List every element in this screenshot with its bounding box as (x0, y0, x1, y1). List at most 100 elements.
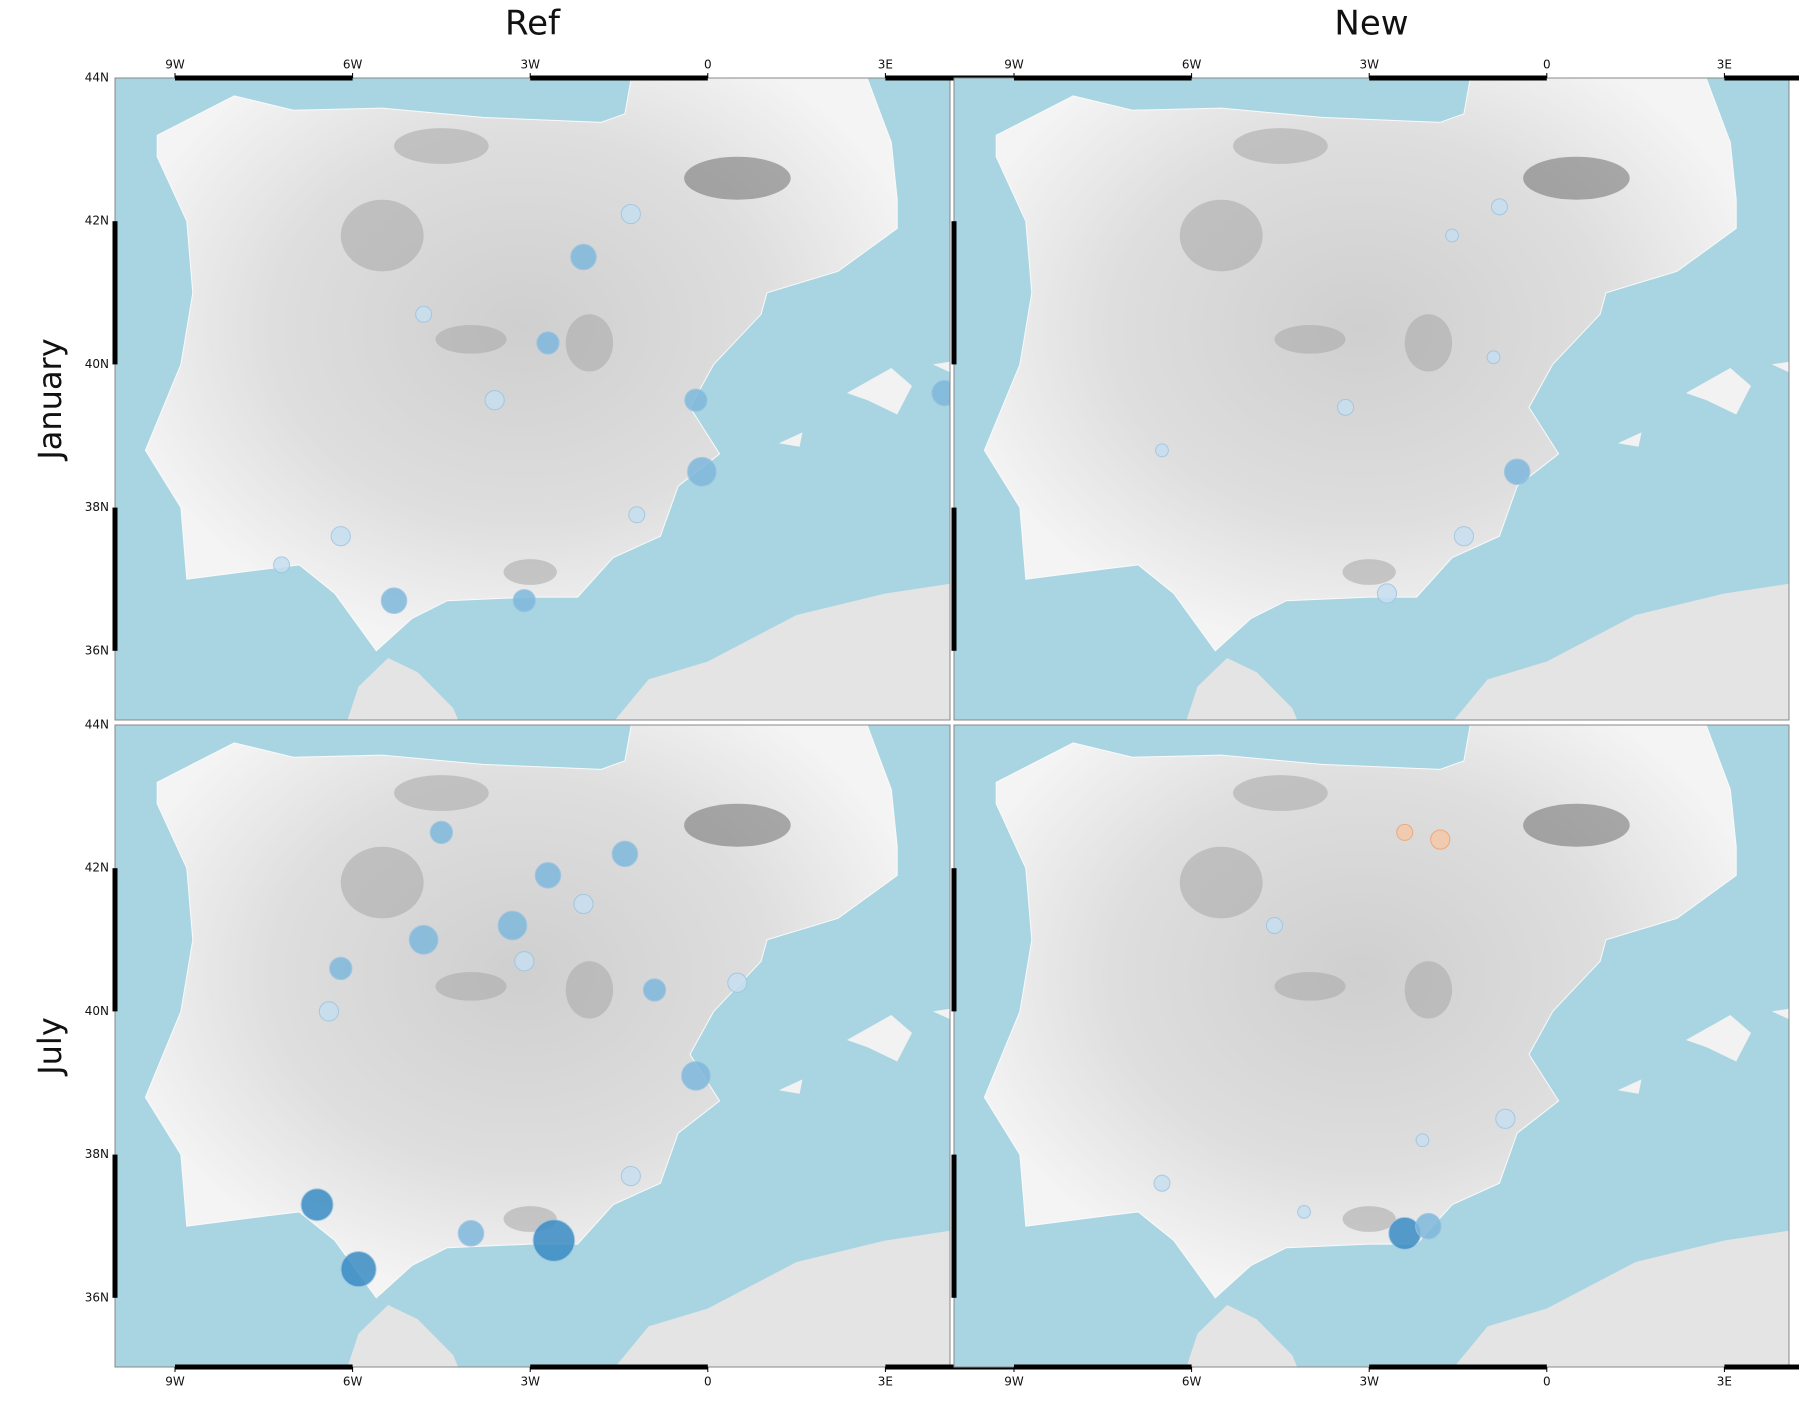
column-title: Ref (505, 4, 561, 44)
station-marker (1504, 459, 1530, 485)
station-marker (1454, 527, 1473, 546)
station-marker (571, 244, 597, 270)
mountain-relief (1233, 128, 1328, 164)
station-marker (513, 589, 535, 611)
station-marker (301, 1189, 333, 1221)
lon-label: 9W (165, 58, 185, 72)
lat-label: 38N (85, 500, 109, 514)
station-marker (319, 1002, 338, 1021)
frame-bar (1724, 1365, 1799, 1370)
lat-label: 44N (85, 718, 109, 732)
station-marker (409, 925, 438, 954)
station-marker (1416, 1134, 1429, 1147)
frame-bar (952, 221, 957, 364)
station-marker (533, 1220, 575, 1262)
frame-bar (113, 1155, 118, 1298)
frame-bar (952, 868, 957, 1011)
frame-bar (1014, 1365, 1192, 1370)
lon-label: 9W (1004, 1375, 1024, 1389)
lat-label: 36N (85, 643, 109, 657)
mountain-relief (1274, 325, 1345, 354)
mountain-relief (1180, 200, 1263, 272)
station-marker (1397, 824, 1413, 840)
station-marker (331, 527, 350, 546)
station-marker (330, 957, 352, 979)
station-marker (485, 391, 504, 410)
mountain-relief (394, 775, 489, 811)
frame-bar (1014, 76, 1192, 81)
frame-bar (113, 868, 118, 1011)
lon-label: 0 (1543, 58, 1551, 72)
lon-label: 9W (1004, 58, 1024, 72)
station-marker (341, 1252, 376, 1287)
station-marker (1298, 1205, 1311, 1218)
lat-label: 36N (85, 1290, 109, 1304)
frame-bar (1369, 1365, 1547, 1370)
map-body (954, 64, 1795, 723)
mountain-relief (566, 961, 613, 1018)
map-body (115, 64, 957, 723)
station-marker (1431, 830, 1450, 849)
lon-label: 3E (1717, 1375, 1732, 1389)
lon-label: 9W (165, 1375, 185, 1389)
lon-label: 6W (1182, 1375, 1202, 1389)
lon-label: 3E (1717, 58, 1732, 72)
station-marker (643, 979, 665, 1001)
station-marker (535, 863, 561, 889)
lat-label: 44N (85, 71, 109, 85)
mountain-relief (1180, 847, 1263, 919)
row-title: July (31, 1017, 69, 1077)
row-title: January (31, 338, 69, 461)
lat-label: 42N (85, 861, 109, 875)
station-marker (1491, 199, 1507, 215)
lon-label: 3E (878, 58, 893, 72)
station-marker (612, 841, 638, 867)
station-marker (1487, 351, 1500, 364)
mountain-relief (504, 559, 557, 585)
mountain-relief (1343, 1206, 1396, 1232)
frame-bar (175, 1365, 353, 1370)
frame-bar (952, 1155, 957, 1298)
lat-label: 40N (85, 357, 109, 371)
mountain-relief (1233, 775, 1328, 811)
frame-bar (530, 1365, 708, 1370)
frame-bar (1724, 76, 1799, 81)
station-marker (574, 894, 593, 913)
mountain-relief (566, 314, 613, 371)
station-marker (430, 821, 452, 843)
lat-label: 40N (85, 1004, 109, 1018)
mountain-relief (394, 128, 489, 164)
mountain-relief (1405, 961, 1452, 1018)
station-marker (416, 306, 432, 322)
frame-bar (175, 76, 353, 81)
frame-bar (1369, 76, 1547, 81)
lat-label: 38N (85, 1147, 109, 1161)
figure: Ref New January July 9W 6W 3W 0 3E 44N 42N 40N 38N 36… (0, 0, 1799, 1397)
frame-bar (113, 508, 118, 651)
mountain-relief (435, 972, 506, 1001)
station-marker (1496, 1109, 1515, 1128)
frame-bar (952, 508, 957, 651)
lon-label: 3W (520, 58, 540, 72)
station-marker (537, 332, 559, 354)
column-title: New (1334, 4, 1408, 44)
station-marker (1156, 444, 1169, 457)
lon-label: 0 (704, 1375, 712, 1389)
lat-label: 42N (85, 214, 109, 228)
frame-bar (530, 76, 708, 81)
map-body (115, 711, 956, 1370)
mountain-relief (1405, 314, 1452, 371)
station-marker (1338, 399, 1354, 415)
station-marker (458, 1221, 484, 1247)
station-marker (728, 973, 747, 992)
mountain-relief (341, 200, 424, 272)
lon-label: 6W (1182, 58, 1202, 72)
station-marker (498, 911, 527, 940)
station-marker (629, 507, 645, 523)
lon-label: 3E (878, 1375, 893, 1389)
station-marker (1416, 1213, 1442, 1239)
